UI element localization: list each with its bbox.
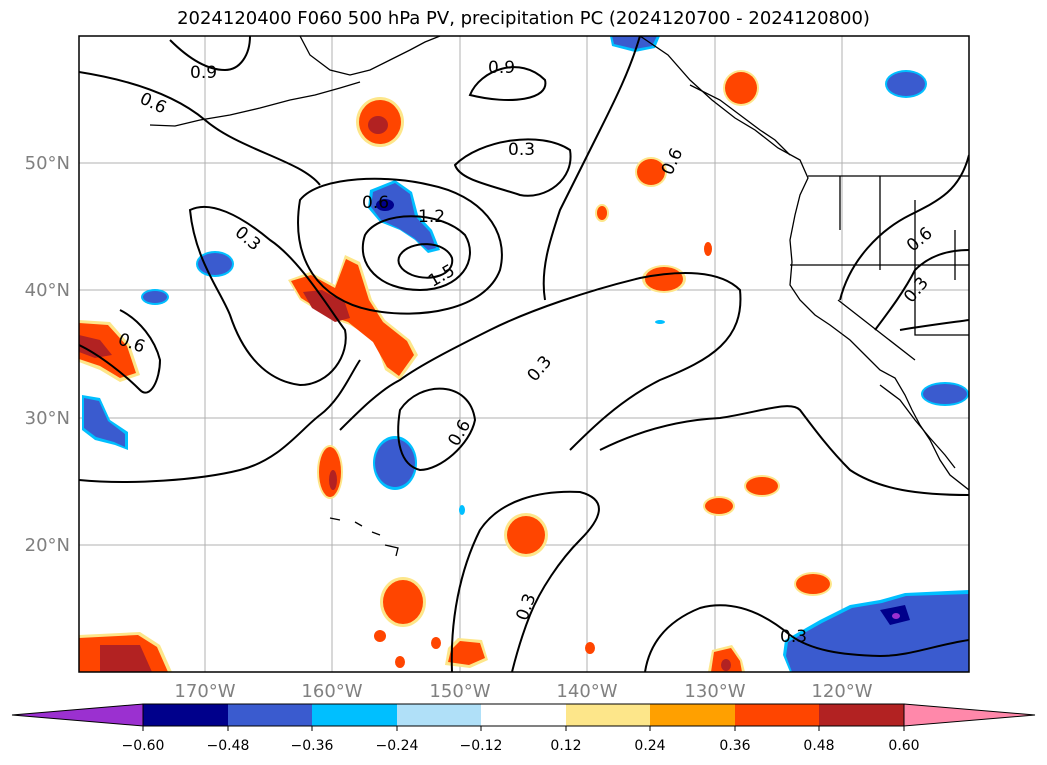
lat-label-40n: 40°N: [25, 280, 70, 301]
precip-negative-blob: [885, 70, 927, 98]
colorbar-bin: [228, 704, 312, 726]
hawaii-islands: [329, 517, 399, 557]
precip-positive-blob: [642, 265, 686, 293]
pv-contour-line: [397, 387, 477, 472]
precip-positive-blob: [723, 70, 759, 106]
precip-positive-blob: [708, 645, 745, 672]
pv-contour-line: [79, 71, 321, 186]
pv-contour-line: [188, 205, 347, 387]
precip-positive-blob: [380, 577, 426, 627]
pv-contour-line: [644, 604, 969, 672]
precip-positive-blob: [79, 632, 172, 672]
colorbar-tick-label: −0.24: [376, 738, 419, 754]
lon-label-130w: 130°W: [684, 681, 745, 702]
coastline-north-america: [639, 36, 969, 491]
precip-positive-blob: [704, 242, 712, 256]
colorbar: [11, 703, 1036, 727]
longitude-labels: 170°W 160°W 150°W 140°W 130°W 120°W: [174, 681, 872, 702]
precip-positive-blob: [504, 513, 548, 557]
state-borders: [790, 176, 969, 361]
lat-label-30n: 30°N: [25, 408, 70, 429]
pv-contour-line: [468, 66, 547, 101]
pv-contour-label: 1.2: [418, 207, 445, 227]
pv-contour-line: [79, 359, 361, 483]
pv-contour-line: [453, 138, 572, 197]
pv-contour-label: 0.9: [488, 58, 515, 78]
pv-contour-line: [297, 177, 503, 315]
lon-label-160w: 160°W: [301, 681, 362, 702]
colorbar-tick-label: 0.12: [550, 738, 581, 754]
pv-contour-label: 0.9: [190, 63, 217, 83]
coastline-baja: [879, 384, 956, 469]
pv-contour-line: [339, 272, 742, 451]
pv-contour-line: [450, 490, 600, 672]
lon-label-120w: 120°W: [811, 681, 872, 702]
precip-positive-blob: [445, 638, 488, 668]
precip-positive-blob: [794, 572, 832, 596]
pv-contour-line: [874, 249, 969, 331]
precip-negative-blob: [196, 251, 234, 277]
colorbar-bin: [819, 704, 904, 726]
precip-negative-blob: [82, 395, 128, 450]
latitude-labels: 50°N 40°N 30°N 20°N: [25, 153, 70, 556]
pv-contour-line: [599, 405, 969, 496]
precip-positive-blob: [288, 255, 418, 380]
pv-contours: [79, 36, 969, 672]
colorbar-ticks: [142, 726, 905, 731]
coastline-southeast-alaska: [689, 84, 791, 156]
colorbar-bin: [735, 704, 819, 726]
colorbar-bin: [481, 704, 566, 726]
lat-label-20n: 20°N: [25, 535, 70, 556]
coastline-alaska: [299, 36, 441, 76]
coastline-aleutians: [149, 81, 361, 127]
pv-contour-label: 0.3: [508, 140, 535, 160]
lon-label-150w: 150°W: [429, 681, 490, 702]
precip-positive-blob: [374, 630, 595, 668]
colorbar-tick-label: 0.36: [719, 738, 750, 754]
coastlines: [149, 36, 969, 557]
precip-negative-blob: [373, 436, 417, 490]
colorbar-tick-label: 0.60: [888, 738, 919, 754]
lat-label-50n: 50°N: [25, 153, 70, 174]
colorbar-labels: −0.60 −0.48 −0.36 −0.24 −0.12 0.12 0.24 …: [122, 738, 920, 754]
colorbar-tick-label: 0.24: [634, 738, 665, 754]
colorbar-bin: [312, 704, 397, 726]
precip-positive-blob: [744, 475, 780, 497]
pv-contour-label: 0.3: [780, 627, 807, 647]
colorbar-extend-low: [11, 703, 144, 727]
pv-contour-line: [361, 215, 471, 292]
colorbar-outline: [142, 703, 905, 727]
colorbar-extend-high: [903, 703, 1036, 727]
plot-title: 2024120400 F060 500 hPa PV, precipitatio…: [177, 8, 870, 29]
precip-positive-blob: [703, 496, 735, 516]
colorbar-tick-label: −0.48: [207, 738, 250, 754]
pv-contour-line: [169, 36, 251, 72]
precip-positive-blob: [635, 157, 667, 187]
colorbar-tick-label: −0.60: [122, 738, 165, 754]
precip-positive-blob: [317, 445, 343, 499]
colorbar-bin: [650, 704, 735, 726]
colorbar-bin: [143, 704, 228, 726]
precip-positive-blob: [595, 204, 609, 222]
pv-contour-line: [839, 154, 969, 301]
lon-label-170w: 170°W: [174, 681, 235, 702]
precip-positive-blob: [79, 320, 140, 382]
precip-positive-blob: [356, 97, 404, 147]
map-area: [79, 36, 969, 672]
pv-contour-label: 0.6: [362, 193, 389, 213]
map-border: [78, 35, 970, 673]
pv-contour-line: [397, 243, 454, 279]
pv-contour-line: [79, 309, 162, 394]
pv-contour-line: [899, 319, 969, 331]
lon-label-140w: 140°W: [556, 681, 617, 702]
pv-contour-line: [542, 36, 641, 301]
precip-negative-blob: [921, 382, 969, 406]
colorbar-tick-label: 0.48: [803, 738, 834, 754]
colorbar-bin: [566, 704, 650, 726]
precip-negative-blob: [141, 289, 169, 305]
colorbar-bin: [397, 704, 481, 726]
colorbar-tick-label: −0.12: [460, 738, 503, 754]
colorbar-tick-label: −0.36: [291, 738, 334, 754]
